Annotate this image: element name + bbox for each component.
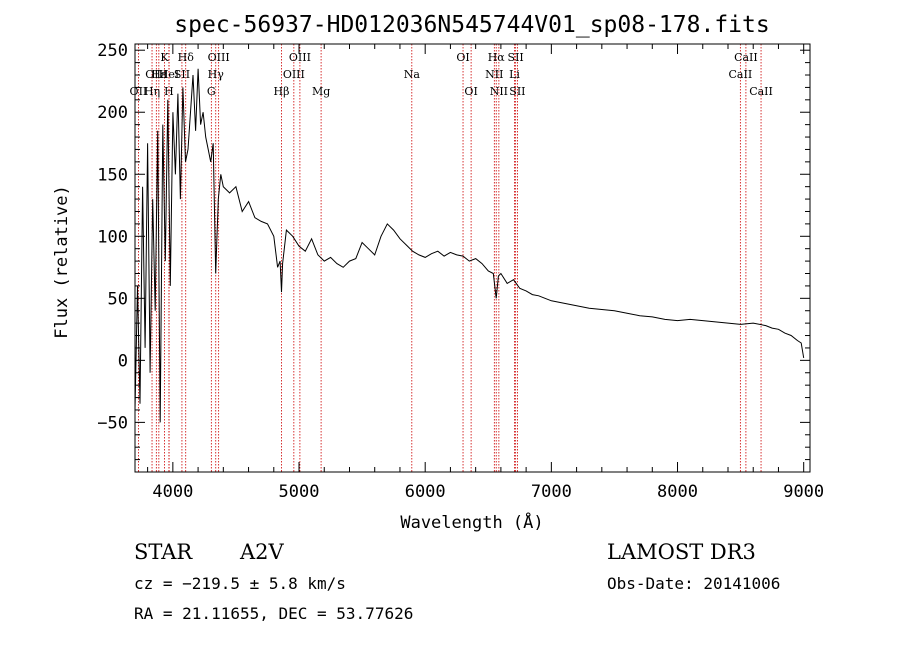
spectral-line-label: OI <box>456 51 469 64</box>
spectral-line-label: Li <box>509 68 520 81</box>
spectral-line-label: SII <box>509 85 525 98</box>
x-tick-label: 6000 <box>405 482 446 502</box>
y-tick-label: −50 <box>97 413 128 433</box>
spectral-line-label: Hη <box>144 85 160 98</box>
spectral-line-label: CaII <box>734 51 758 64</box>
coordinates: RA = 21.11655, DEC = 53.77626 <box>134 604 413 623</box>
x-tick-label: 8000 <box>657 482 698 502</box>
spectral-line-label: Hδ <box>178 51 195 64</box>
object-class: STAR <box>134 540 193 564</box>
x-axis-ticks: 4000 5000 6000 7000 8000 9000 <box>147 44 824 502</box>
spectral-line-label: Hε <box>151 68 167 81</box>
y-tick-label: 150 <box>97 165 128 185</box>
x-tick-label: 5000 <box>279 482 320 502</box>
y-tick-label: 50 <box>108 289 128 309</box>
spectral-line-label: OIII <box>289 51 311 64</box>
spectral-line-label: NII <box>485 68 503 81</box>
chart-title: spec-56937-HD012036N545744V01_sp08-178.f… <box>174 12 769 38</box>
x-tick-label: 9000 <box>783 482 824 502</box>
spectral-line-label: HeI <box>159 68 179 81</box>
y-tick-label: 100 <box>97 227 128 247</box>
object-subclass: A2V <box>239 540 285 564</box>
plot-area: 4000 5000 6000 7000 8000 9000 −50 0 50 100 150 200… <box>97 41 824 502</box>
spectral-line-label: SII <box>174 68 190 81</box>
x-axis-label: Wavelength (Å) <box>400 511 543 533</box>
spectral-line-label: SII <box>508 51 524 64</box>
spectral-line-label: H <box>164 85 174 98</box>
spectral-line-label: Mg <box>312 85 330 98</box>
spectral-line-label: Hγ <box>208 68 225 81</box>
spectral-line-label: CaII <box>749 85 773 98</box>
spectral-line-markers <box>138 44 762 472</box>
spectrum-line <box>134 68 805 423</box>
y-axis-label: Flux (relative) <box>52 185 72 339</box>
obs-date: Obs-Date: 20141006 <box>607 574 780 593</box>
plot-frame <box>134 43 811 473</box>
spectral-line-label: Hα <box>488 51 506 64</box>
spectral-line-label: OI <box>464 85 477 98</box>
velocity-readout: cz = −219.5 ± 5.8 km/s <box>134 574 346 593</box>
x-tick-label: 7000 <box>531 482 572 502</box>
spectral-line-label: OIII <box>145 68 167 81</box>
y-axis-ticks: −50 0 50 100 150 200 250 <box>97 41 810 461</box>
spectral-line-label: OIII <box>283 68 305 81</box>
y-tick-label: 200 <box>97 103 128 123</box>
spectral-line-label: Na <box>404 68 421 81</box>
spectral-line-label: OII <box>130 85 148 98</box>
spectral-line-label: G <box>207 85 216 98</box>
spectral-line-label: NII <box>490 85 508 98</box>
spectral-line-label: OIII <box>208 51 230 64</box>
y-tick-label: 0 <box>118 351 128 371</box>
survey-name: LAMOST DR3 <box>607 540 756 564</box>
spectral-line-label: K <box>160 51 169 64</box>
y-tick-label: 250 <box>97 41 128 61</box>
spectral-line-label: Hβ <box>274 85 290 98</box>
x-tick-label: 4000 <box>152 482 193 502</box>
spectral-line-label: CaII <box>729 68 753 81</box>
